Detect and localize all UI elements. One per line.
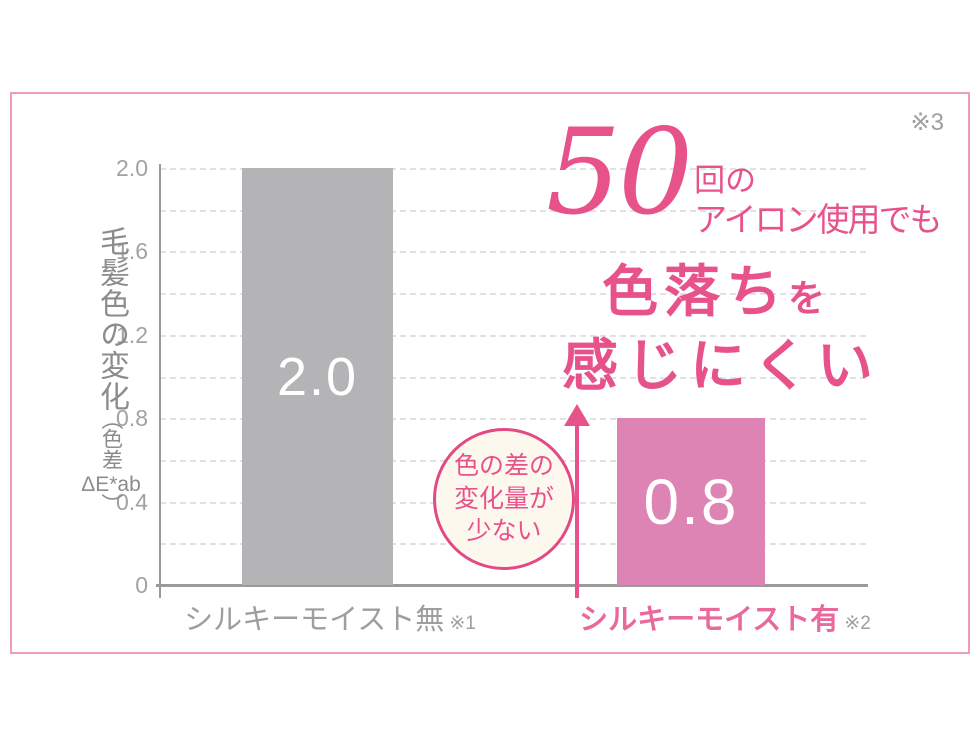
footnote-ref-2: ※2 bbox=[844, 613, 871, 634]
gridline bbox=[160, 293, 866, 296]
bar-value-with: 0.8 bbox=[643, 465, 739, 538]
category-label-with: シルキーモイスト有 ※2 bbox=[575, 596, 875, 638]
headline-number: 50 bbox=[546, 103, 693, 241]
annotation-line-1: 色の差の bbox=[453, 452, 554, 481]
x-axis-line bbox=[156, 584, 868, 587]
y-tick-label: 0.8 bbox=[116, 405, 148, 432]
y-tick-label: 1.2 bbox=[116, 321, 148, 348]
bar-silky-moist-without: 2.0 bbox=[242, 168, 393, 585]
headline-number-suffix: 回の bbox=[694, 163, 757, 198]
y-axis-title: 毛髪色の変化 （ 色差 ΔE*ab ） bbox=[58, 226, 164, 515]
bar-silky-moist-with: 0.8 bbox=[617, 418, 765, 585]
category-text-with: シルキーモイスト有 bbox=[579, 604, 840, 636]
y-axis-unit: ΔE*ab bbox=[81, 473, 141, 496]
headline: 50 回の アイロン使用でも 色落ち を 感じにくい bbox=[546, 103, 943, 399]
bar-value-without: 2.0 bbox=[276, 346, 359, 407]
y-axis-paren-open-icon: （ bbox=[98, 407, 124, 431]
gridline bbox=[160, 334, 866, 337]
footnote-ref-1: ※1 bbox=[449, 613, 476, 634]
y-tick-label: 1.6 bbox=[116, 238, 148, 265]
headline-line-2: アイロン使用でも bbox=[694, 201, 942, 239]
headline-particle: を bbox=[788, 278, 825, 320]
category-text-without: シルキーモイスト無 bbox=[184, 604, 445, 636]
y-tick-label: 0 bbox=[135, 572, 148, 598]
gridline bbox=[160, 168, 866, 170]
gridline bbox=[160, 209, 866, 212]
headline-emphasis: 色落ち bbox=[602, 260, 788, 324]
arrow-up-icon bbox=[564, 404, 590, 426]
y-axis-title-main: 毛髪色の変化 bbox=[95, 226, 128, 412]
y-axis-paren-close-icon: ） bbox=[98, 493, 124, 516]
annotation-line-2: 変化量が bbox=[453, 484, 554, 513]
y-axis-title-sub: 色差 bbox=[99, 428, 123, 470]
arrow-up-line bbox=[575, 424, 579, 598]
annotation-line-3: 少ない bbox=[466, 517, 542, 546]
footnote-ref-3: ※3 bbox=[910, 109, 944, 136]
y-axis-line bbox=[159, 164, 161, 598]
annotation-circle: 色の差の 変化量が 少ない bbox=[433, 428, 575, 570]
headline-row-2: 色落ち を bbox=[602, 258, 936, 325]
gridline bbox=[160, 376, 866, 379]
y-tick-label: 0.4 bbox=[116, 488, 148, 515]
category-label-without: シルキーモイスト無 ※1 bbox=[180, 596, 480, 638]
gridline bbox=[160, 418, 866, 421]
y-tick-label: 2.0 bbox=[116, 155, 148, 181]
gridline bbox=[160, 251, 866, 254]
headline-row-1: 50 回の アイロン使用でも bbox=[546, 103, 943, 241]
headline-line-4: 感じにくい bbox=[562, 333, 881, 397]
